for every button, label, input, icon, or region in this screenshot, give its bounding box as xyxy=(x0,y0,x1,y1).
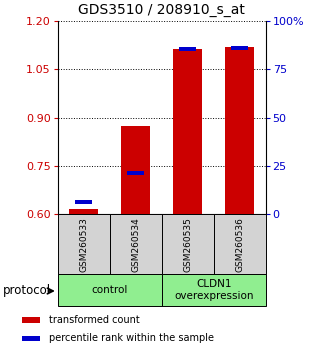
Bar xyxy=(75,200,92,204)
Text: CLDN1
overexpression: CLDN1 overexpression xyxy=(174,279,253,301)
Bar xyxy=(173,48,202,214)
Bar xyxy=(121,126,150,214)
Bar xyxy=(22,336,40,341)
Bar xyxy=(162,214,214,274)
Text: transformed count: transformed count xyxy=(49,315,140,325)
Text: GSM260534: GSM260534 xyxy=(131,217,140,272)
Title: GDS3510 / 208910_s_at: GDS3510 / 208910_s_at xyxy=(78,4,245,17)
Text: protocol: protocol xyxy=(3,285,51,297)
Text: GSM260536: GSM260536 xyxy=(235,217,244,272)
Bar xyxy=(22,317,40,323)
Bar xyxy=(179,47,196,51)
Bar xyxy=(110,214,162,274)
Bar xyxy=(231,46,248,50)
Bar xyxy=(214,214,266,274)
Bar xyxy=(69,209,98,214)
Text: GSM260533: GSM260533 xyxy=(79,217,88,272)
Text: percentile rank within the sample: percentile rank within the sample xyxy=(49,333,214,343)
Bar xyxy=(162,274,266,306)
Bar xyxy=(58,274,162,306)
Bar xyxy=(225,47,254,214)
Text: control: control xyxy=(91,285,128,295)
Bar xyxy=(58,214,110,274)
Bar xyxy=(127,171,144,175)
Text: GSM260535: GSM260535 xyxy=(183,217,192,272)
